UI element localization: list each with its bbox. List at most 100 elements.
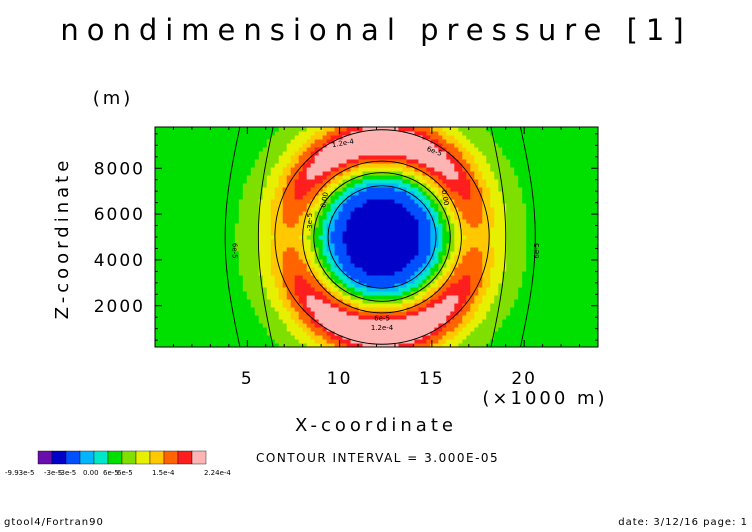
field-cell	[238, 227, 244, 232]
field-cell	[438, 279, 443, 284]
field-cell	[306, 263, 312, 268]
field-cell	[574, 323, 579, 328]
field-cell	[486, 263, 491, 268]
field-cell	[362, 223, 368, 228]
field-cell	[370, 183, 376, 188]
field-cell	[370, 247, 376, 252]
field-cell	[502, 311, 507, 316]
field-cell	[346, 247, 352, 252]
field-cell	[542, 311, 547, 316]
field-cell	[390, 175, 395, 180]
field-cell	[278, 307, 284, 312]
field-cell	[370, 227, 376, 232]
field-cell	[334, 331, 340, 336]
field-cell	[402, 187, 407, 192]
field-cell	[442, 215, 447, 220]
field-cell	[282, 175, 288, 180]
field-cell	[510, 171, 515, 176]
field-cell	[510, 267, 515, 272]
field-cell	[182, 207, 188, 212]
field-cell	[362, 187, 368, 192]
field-cell	[322, 311, 328, 316]
field-cell	[158, 167, 164, 172]
field-cell	[242, 291, 248, 296]
field-cell	[402, 179, 407, 184]
field-cell	[354, 179, 360, 184]
field-cell	[218, 251, 224, 256]
field-cell	[558, 275, 563, 280]
field-cell	[310, 175, 316, 180]
field-cell	[382, 191, 387, 196]
field-cell	[406, 275, 411, 280]
field-cell	[194, 179, 200, 184]
field-cell	[346, 335, 352, 340]
field-cell	[570, 203, 575, 208]
field-cell	[310, 211, 316, 216]
field-cell	[218, 263, 224, 268]
field-cell	[266, 315, 272, 320]
field-cell	[290, 203, 296, 208]
field-cell	[574, 331, 579, 336]
field-cell	[474, 303, 479, 308]
field-cell	[410, 331, 415, 336]
field-cell	[530, 251, 535, 256]
field-cell	[314, 203, 320, 208]
field-cell	[518, 211, 523, 216]
field-cell	[166, 335, 172, 340]
field-cell	[326, 343, 332, 347]
field-cell	[210, 195, 216, 200]
field-cell	[366, 303, 372, 308]
field-cell	[386, 331, 391, 336]
field-cell	[302, 179, 308, 184]
field-cell	[186, 211, 192, 216]
field-cell	[414, 343, 419, 347]
field-cell	[294, 223, 300, 228]
field-cell	[378, 235, 383, 240]
field-cell	[166, 295, 172, 300]
field-cell	[270, 303, 276, 308]
field-cell	[354, 203, 360, 208]
field-cell	[278, 219, 284, 224]
field-cell	[366, 215, 372, 220]
field-cell	[450, 219, 455, 224]
field-cell	[278, 335, 284, 340]
field-cell	[230, 195, 236, 200]
field-cell	[258, 247, 264, 252]
field-cell	[350, 331, 356, 336]
field-cell	[502, 219, 507, 224]
field-cell	[230, 203, 236, 208]
field-cell	[466, 195, 471, 200]
field-cell	[470, 319, 475, 324]
field-cell	[218, 255, 224, 260]
field-cell	[574, 327, 579, 332]
field-cell	[198, 315, 204, 320]
field-cell	[450, 191, 455, 196]
field-cell	[158, 315, 164, 320]
field-cell	[298, 259, 304, 264]
field-cell	[166, 227, 172, 232]
field-cell	[422, 187, 427, 192]
field-cell	[434, 307, 439, 312]
field-cell	[454, 251, 459, 256]
field-cell	[398, 175, 403, 180]
field-cell	[402, 207, 407, 212]
field-cell	[418, 215, 423, 220]
field-cell	[262, 335, 268, 340]
field-cell	[554, 279, 559, 284]
field-cell	[494, 343, 499, 347]
field-cell	[454, 211, 459, 216]
field-cell	[194, 251, 200, 256]
field-cell	[386, 291, 391, 296]
field-cell	[166, 307, 172, 312]
field-cell	[426, 199, 431, 204]
field-cell	[334, 211, 340, 216]
field-cell	[226, 299, 232, 304]
field-cell	[502, 275, 507, 280]
field-cell	[418, 171, 423, 176]
field-cell	[446, 183, 451, 188]
field-cell	[182, 227, 188, 232]
field-cell	[518, 315, 523, 320]
field-cell	[438, 215, 443, 220]
field-cell	[450, 339, 455, 344]
field-cell	[542, 287, 547, 292]
